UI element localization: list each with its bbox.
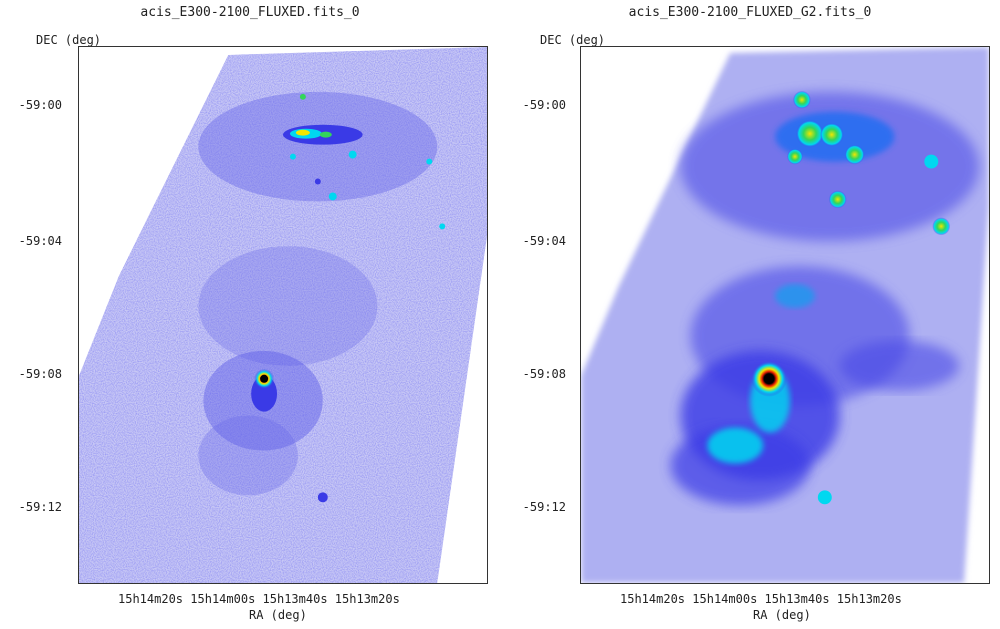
x-tick-labels: 15h14m20s 15h14m00s 15h13m40s 15h13m20s xyxy=(620,592,902,606)
y-tick-label: -59:12 xyxy=(18,500,62,514)
y-axis-label: DEC (deg) xyxy=(36,33,102,47)
image-frame[interactable] xyxy=(78,46,488,584)
x-tick-label: 15h13m20s xyxy=(836,592,902,606)
x-tick-label: 15h13m40s xyxy=(262,592,328,606)
x-axis-label: RA (deg) xyxy=(249,608,307,622)
x-tick-label: 15h14m00s xyxy=(692,592,758,606)
y-tick-label: -59:08 xyxy=(522,367,566,381)
y-tick-label: -59:04 xyxy=(522,234,566,248)
y-tick-label: -59:00 xyxy=(522,98,566,112)
smoothed-image xyxy=(581,47,989,583)
x-tick-labels: 15h14m20s 15h14m00s 15h13m40s 15h13m20s xyxy=(118,592,400,606)
x-axis-label: RA (deg) xyxy=(753,608,811,622)
x-tick-label: 15h14m00s xyxy=(190,592,256,606)
y-tick-label: -59:04 xyxy=(18,234,62,248)
x-tick-label: 15h14m20s xyxy=(118,592,184,606)
x-tick-label: 15h13m40s xyxy=(764,592,830,606)
y-axis-label: DEC (deg) xyxy=(540,33,606,47)
x-tick-label: 15h13m20s xyxy=(334,592,400,606)
fluxed-image xyxy=(79,47,487,583)
y-tick-label: -59:08 xyxy=(18,367,62,381)
image-frame[interactable] xyxy=(580,46,990,584)
x-tick-label: 15h14m20s xyxy=(620,592,686,606)
panel-title: acis_E300-2100_FLUXED_G2.fits_0 xyxy=(628,5,872,20)
right-image-panel: acis_E300-2100_FLUXED_G2.fits_0 DEC (deg… xyxy=(500,0,1000,629)
left-image-panel: acis_E300-2100_FLUXED.fits_0 DEC (deg) xyxy=(18,5,488,622)
panel-title: acis_E300-2100_FLUXED.fits_0 xyxy=(140,5,360,20)
y-tick-label: -59:00 xyxy=(18,98,62,112)
y-tick-label: -59:12 xyxy=(522,500,566,514)
